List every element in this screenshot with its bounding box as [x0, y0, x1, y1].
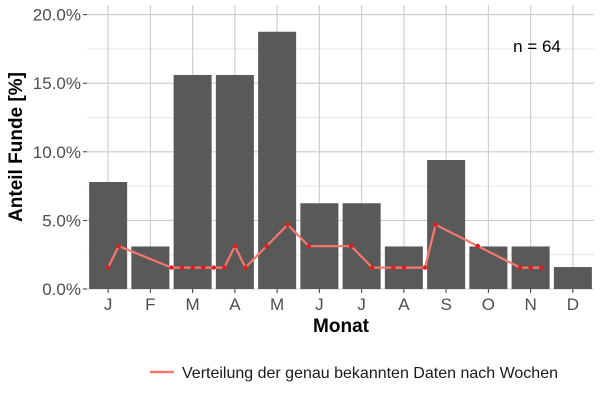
x-tick-label: M: [186, 295, 200, 314]
bar-s-9: [427, 160, 466, 289]
annotation-n: n = 64: [513, 37, 561, 56]
weekly-point: [243, 265, 248, 270]
bar-m-3: [173, 74, 212, 290]
x-tick-label: D: [567, 295, 579, 314]
x-tick-label: J: [315, 295, 324, 314]
y-tick-label: 0.0%: [42, 280, 81, 299]
bars: [89, 31, 592, 290]
bar-d-12: [553, 267, 592, 289]
bar-j-1: [89, 181, 128, 289]
weekly-point: [105, 265, 111, 270]
weekly-point: [528, 265, 533, 270]
weekly-point: [222, 265, 227, 270]
x-tick-label: O: [482, 295, 495, 314]
weekly-point: [285, 222, 290, 227]
x-tick-label: A: [398, 295, 410, 314]
weekly-point: [433, 222, 438, 227]
y-tick-label: 5.0%: [42, 211, 81, 230]
x-axis-title: Monat: [313, 316, 370, 337]
y-axis-ticks: 0.0% 5.0% 10.0% 15.0% 20.0%: [33, 6, 87, 299]
y-tick-label: 15.0%: [33, 74, 81, 93]
weekly-point: [116, 243, 121, 249]
x-tick-label: M: [270, 295, 284, 314]
legend: Verteilung der genau bekannten Daten nac…: [150, 365, 558, 382]
weekly-point: [211, 265, 216, 270]
bar-a-4: [215, 74, 254, 290]
weekly-point: [169, 265, 174, 270]
weekly-point: [348, 243, 354, 249]
gridlines: [87, 5, 594, 290]
panel-background: [87, 5, 594, 289]
weekly-point: [200, 265, 206, 270]
y-axis-title: Anteil Funde [%]: [6, 72, 27, 222]
weekly-point: [179, 265, 185, 270]
x-tick-label: N: [524, 295, 536, 314]
y-tick-label: 20.0%: [33, 6, 81, 25]
weekly-line: [105, 222, 544, 270]
weekly-point: [401, 265, 407, 270]
weekly-point: [422, 265, 428, 270]
x-tick-label: F: [145, 295, 155, 314]
x-tick-label: S: [440, 295, 451, 314]
bar-o-10: [469, 246, 508, 289]
weekly-point: [475, 243, 481, 249]
y-tick-label: 10.0%: [33, 143, 81, 162]
x-tick-label: J: [104, 295, 113, 314]
weekly-point: [190, 265, 195, 270]
weekly-point: [232, 243, 238, 249]
weekly-point: [391, 265, 396, 270]
weekly-point: [538, 265, 544, 270]
x-tick-label: A: [229, 295, 241, 314]
weekly-point: [517, 265, 523, 270]
legend-label: Verteilung der genau bekannten Daten nac…: [182, 365, 558, 382]
weekly-point: [306, 243, 312, 249]
x-tick-label: J: [357, 295, 366, 314]
weekly-point: [264, 243, 269, 249]
weekly-point: [369, 265, 375, 270]
